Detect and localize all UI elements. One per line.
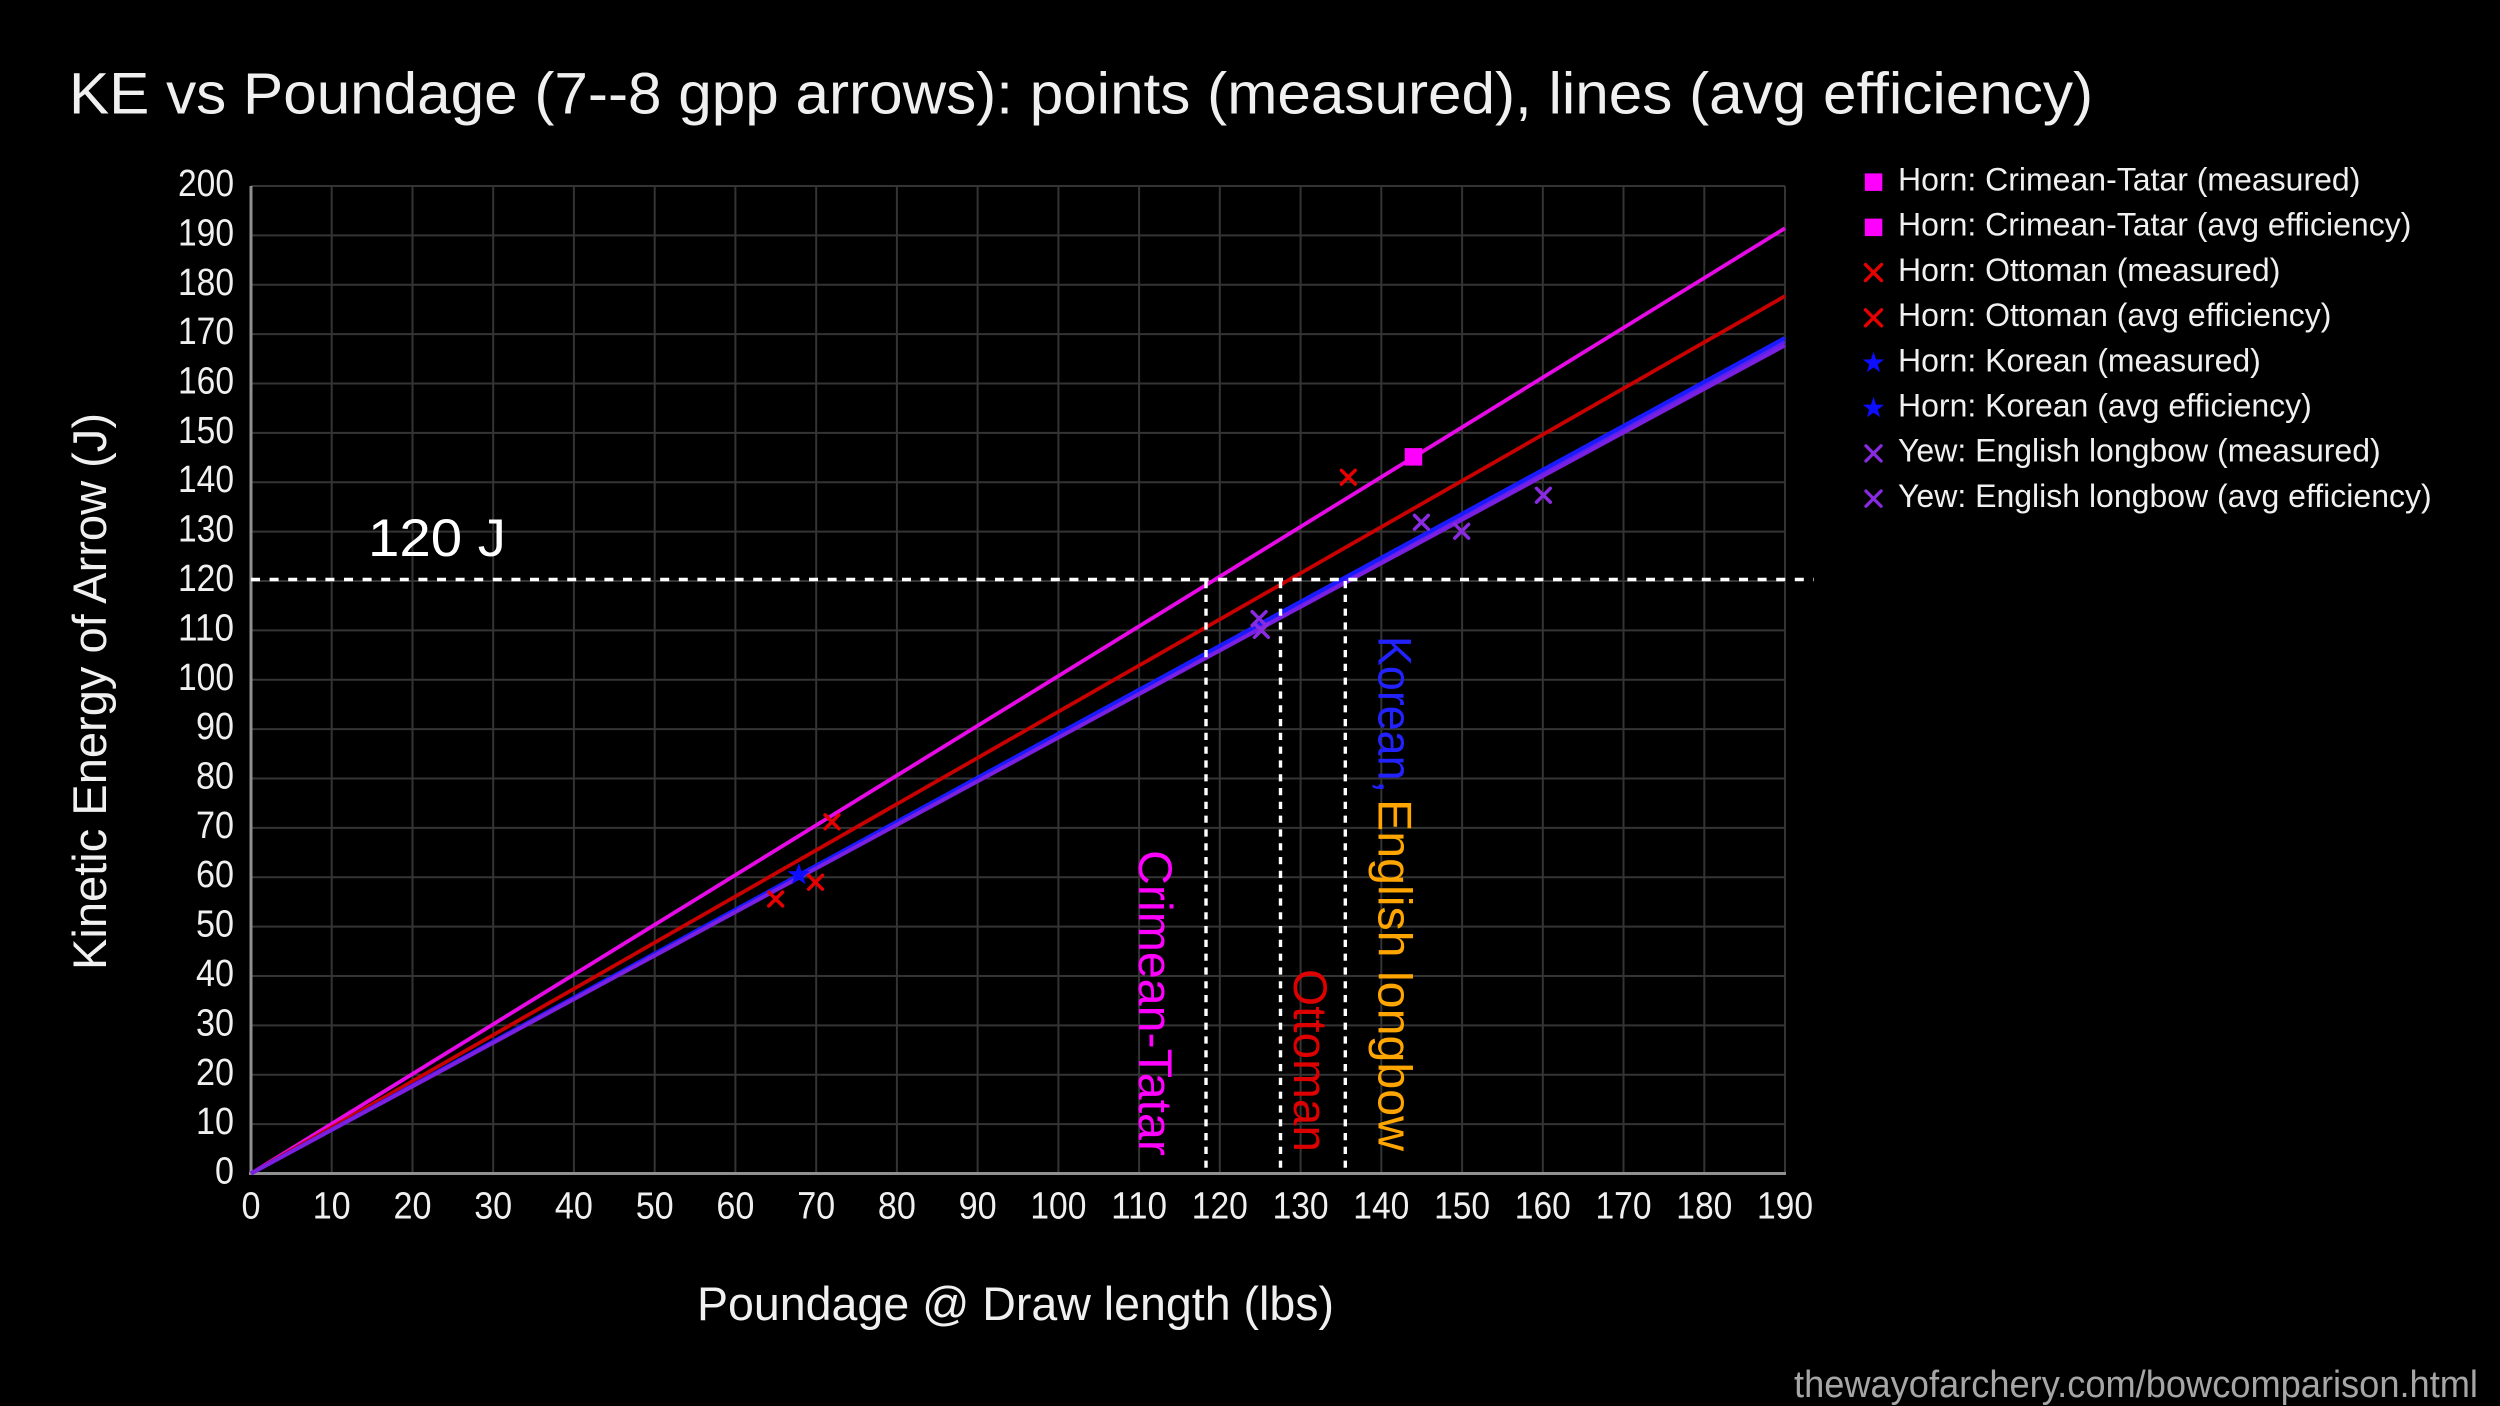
svg-text:180: 180: [178, 262, 234, 304]
svg-text:English longbow: English longbow: [1368, 799, 1421, 1152]
svg-text:Horn: Ottoman (measured): Horn: Ottoman (measured): [1898, 252, 2280, 288]
svg-text:Horn: Korean (measured): Horn: Korean (measured): [1898, 342, 2261, 378]
svg-text:Horn: Ottoman (avg efficiency): Horn: Ottoman (avg efficiency): [1898, 297, 2331, 333]
svg-text:10: 10: [313, 1186, 351, 1228]
svg-text:110: 110: [178, 607, 234, 649]
svg-text:90: 90: [959, 1186, 997, 1228]
svg-text:120 J: 120 J: [368, 509, 506, 568]
svg-text:Horn: Crimean-Tatar (measured): Horn: Crimean-Tatar (measured): [1898, 162, 2360, 198]
svg-text:150: 150: [178, 410, 234, 452]
svg-text:150: 150: [1434, 1186, 1490, 1228]
svg-text:190: 190: [178, 212, 234, 254]
svg-text:60: 60: [196, 854, 234, 896]
svg-text:140: 140: [178, 459, 234, 501]
svg-text:190: 190: [1757, 1186, 1813, 1228]
svg-text:thewayofarchery.com/bowcompari: thewayofarchery.com/bowcomparison.html: [1794, 1364, 2478, 1406]
svg-text:140: 140: [1353, 1186, 1409, 1228]
svg-text:100: 100: [1030, 1186, 1086, 1228]
svg-text:Horn: Korean (avg efficiency): Horn: Korean (avg efficiency): [1898, 388, 2312, 424]
svg-text:160: 160: [1515, 1186, 1571, 1228]
svg-text:100: 100: [178, 657, 234, 699]
svg-text:90: 90: [196, 706, 234, 748]
svg-text:Crimean-Tatar: Crimean-Tatar: [1129, 850, 1182, 1156]
svg-text:50: 50: [636, 1186, 674, 1228]
svg-text:Horn: Crimean-Tatar (avg effic: Horn: Crimean-Tatar (avg efficiency): [1898, 207, 2411, 243]
svg-text:80: 80: [196, 756, 234, 798]
svg-text:Yew: English longbow (measured: Yew: English longbow (measured): [1898, 433, 2381, 469]
svg-text:120: 120: [1192, 1186, 1248, 1228]
svg-text:170: 170: [1596, 1186, 1652, 1228]
svg-text:50: 50: [196, 904, 234, 946]
svg-text:60: 60: [716, 1186, 754, 1228]
svg-text:0: 0: [215, 1151, 234, 1193]
svg-text:170: 170: [178, 311, 234, 353]
svg-text:KE vs Poundage (7--8 gpp arrow: KE vs Poundage (7--8 gpp arrows): points…: [69, 62, 2093, 127]
svg-text:130: 130: [178, 509, 234, 551]
svg-text:10: 10: [196, 1101, 234, 1143]
svg-text:120: 120: [178, 558, 234, 600]
svg-text:Kinetic Energy of Arrow (J): Kinetic Energy of Arrow (J): [63, 413, 116, 970]
svg-text:160: 160: [178, 361, 234, 403]
svg-text:180: 180: [1676, 1186, 1732, 1228]
svg-text:130: 130: [1273, 1186, 1329, 1228]
svg-text:40: 40: [196, 953, 234, 995]
svg-text:40: 40: [555, 1186, 593, 1228]
svg-text:200: 200: [178, 163, 234, 205]
svg-text:0: 0: [242, 1186, 261, 1228]
svg-text:Ottoman: Ottoman: [1284, 969, 1337, 1152]
svg-text:70: 70: [797, 1186, 835, 1228]
svg-text:70: 70: [196, 805, 234, 847]
svg-text:20: 20: [394, 1186, 432, 1228]
svg-text:Poundage @ Draw length (lbs): Poundage @ Draw length (lbs): [697, 1277, 1334, 1330]
svg-text:20: 20: [196, 1052, 234, 1094]
svg-text:Yew: English longbow (avg effi: Yew: English longbow (avg efficiency): [1898, 478, 2432, 514]
svg-text:110: 110: [1111, 1186, 1167, 1228]
svg-text:30: 30: [196, 1002, 234, 1044]
svg-text:Korean,: Korean,: [1368, 636, 1421, 793]
svg-text:80: 80: [878, 1186, 916, 1228]
svg-text:30: 30: [474, 1186, 512, 1228]
